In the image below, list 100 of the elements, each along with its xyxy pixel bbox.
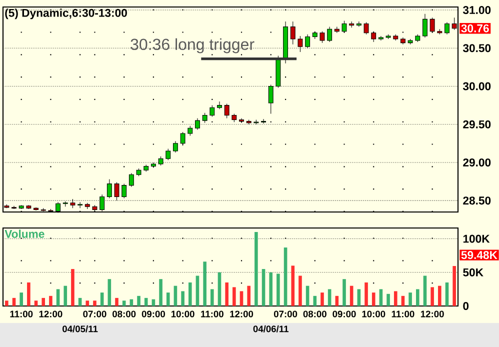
bar (452, 266, 456, 306)
candlestick (217, 101, 222, 110)
bar (269, 272, 273, 306)
bar (423, 276, 427, 306)
bar (122, 300, 126, 306)
candlestick (210, 105, 215, 118)
x-tick-label: 11:00 (201, 310, 224, 318)
bar (12, 298, 16, 306)
bar (27, 282, 30, 306)
bar (313, 296, 317, 306)
candlestick (400, 37, 406, 45)
bar (218, 272, 222, 306)
candlestick (232, 113, 237, 122)
bar (335, 296, 339, 306)
bar (144, 298, 148, 306)
bar (350, 286, 354, 306)
bar (240, 291, 244, 306)
bar (42, 298, 46, 306)
candlestick (158, 156, 164, 166)
candlestick (320, 31, 325, 44)
bar (137, 296, 140, 306)
candlestick (246, 120, 252, 125)
bar (298, 276, 302, 306)
candlestick (378, 36, 384, 41)
candlestick (356, 21, 362, 28)
ref-line-label: 30:36 long trigger (130, 38, 254, 54)
bar (372, 292, 376, 306)
bar (86, 300, 90, 306)
bar (181, 291, 184, 306)
bar (262, 269, 266, 306)
candlestick (444, 22, 450, 35)
candlestick (349, 21, 354, 28)
bar (34, 300, 38, 306)
bar (291, 266, 295, 306)
candlestick (172, 140, 178, 153)
bar (284, 248, 288, 306)
x-tick-label: 04/06/11 (253, 325, 289, 332)
y-tick-label: 29.50 (463, 120, 491, 128)
candlestick (371, 31, 376, 42)
bar (20, 292, 23, 306)
candlestick (305, 34, 310, 48)
candlestick (84, 202, 90, 210)
candlestick (144, 164, 149, 172)
y-tick-label: 28.50 (463, 196, 491, 205)
bar (196, 276, 200, 306)
bar (5, 300, 8, 306)
bar (174, 286, 178, 306)
bar (445, 282, 449, 306)
candlestick (290, 21, 296, 45)
bar (438, 286, 442, 306)
bar (320, 292, 324, 306)
bar (225, 282, 228, 306)
bar (276, 274, 280, 306)
bar (386, 294, 390, 306)
candlestick (283, 21, 288, 64)
bar (78, 298, 82, 306)
candlestick (18, 204, 24, 210)
candlestick (202, 112, 208, 124)
candlestick (327, 26, 332, 42)
y-tick-label: 0 (463, 302, 469, 310)
candlestick (298, 36, 303, 52)
candlestick (386, 34, 391, 40)
x-tick-label: 12:00 (420, 310, 444, 318)
x-tick-label: 04/05/11 (62, 325, 98, 332)
chart-title: (5) Dynamic,6:30-13:00 (5, 8, 127, 20)
x-tick-label: 08:00 (112, 310, 136, 318)
y-tick-label: 29.00 (463, 158, 491, 166)
x-tick-label: 09:00 (142, 310, 165, 318)
bar (306, 286, 310, 306)
bar (64, 286, 68, 306)
y-tick-label: 30.00 (462, 82, 491, 90)
bar (394, 291, 398, 306)
x-tick-label: 12:00 (230, 310, 254, 318)
candlestick (166, 148, 171, 160)
x-tick-label: 09:00 (332, 310, 356, 318)
candlestick (312, 31, 318, 40)
candlestick (437, 28, 442, 35)
bar (232, 287, 236, 306)
bar (108, 279, 112, 306)
candlestick (188, 126, 193, 136)
y-tick-label: 50K (463, 268, 484, 276)
x-tick-label: 07:00 (274, 310, 298, 318)
bar (247, 286, 250, 306)
bar (203, 262, 206, 306)
candlestick (334, 26, 340, 34)
candlestick (128, 172, 134, 188)
bar (342, 279, 346, 306)
x-tick-label: 11:00 (392, 310, 414, 318)
bar (401, 296, 405, 306)
text: 30.76 (461, 24, 489, 32)
text: 59.48K (461, 251, 498, 260)
bar (115, 298, 118, 306)
candlestick (408, 38, 413, 45)
candlestick (195, 118, 200, 130)
x-tick-label: 11:00 (10, 310, 33, 318)
bar (188, 282, 192, 306)
candlestick (136, 168, 142, 176)
candlestick (122, 184, 127, 199)
x-tick-label: 12:00 (39, 310, 62, 318)
candlestick (180, 132, 186, 146)
